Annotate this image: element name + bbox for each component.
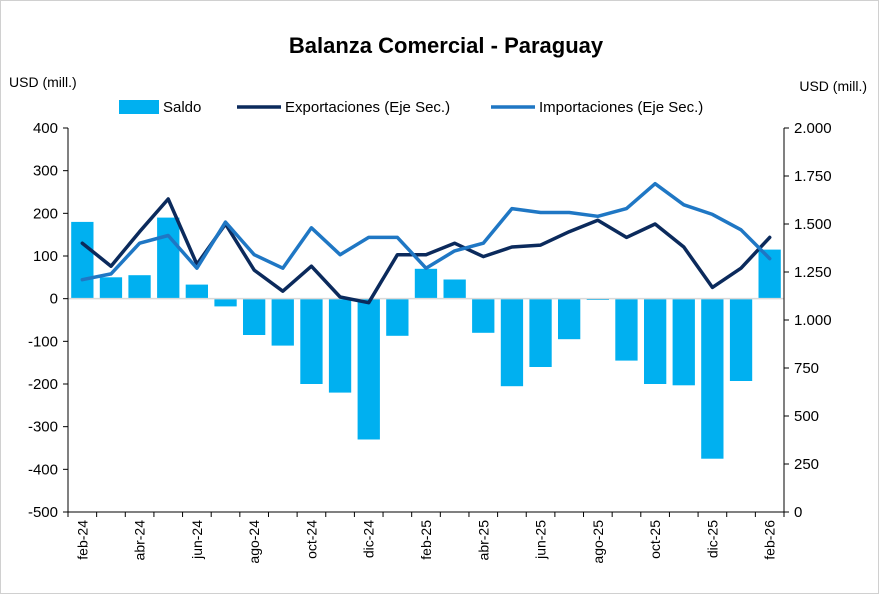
x-tick-label: oct-25: [647, 520, 663, 559]
x-tick-label: feb-26: [762, 520, 778, 560]
saldo-bar-jul-24: [214, 298, 237, 307]
legend-label: Saldo: [163, 99, 201, 116]
right-tick-label: 0: [794, 504, 802, 521]
x-tick-label: feb-25: [418, 520, 434, 560]
saldo-bar-jun-24: [185, 284, 208, 299]
saldo-bar-ene-25: [386, 298, 409, 336]
left-tick-label: -300: [28, 419, 58, 436]
saldo-bar-jul-25: [558, 298, 581, 340]
x-tick-label: oct-24: [303, 520, 319, 559]
saldo-bar-sep-24: [271, 298, 294, 346]
left-tick-label: -100: [28, 333, 58, 350]
saldo-bar-jun-25: [529, 298, 552, 367]
left-tick-label: 100: [33, 248, 58, 265]
right-tick-label: 250: [794, 456, 819, 473]
x-tick-label: ago-25: [590, 520, 606, 564]
right-axis-ticks: 2.000 1.750 1.500 1.250 1.000 750 500 250 0: [784, 120, 832, 521]
legend-label: Exportaciones (Eje Sec.): [285, 99, 450, 116]
right-tick-label: 1.250: [794, 264, 832, 281]
legend: Saldo Exportaciones (Eje Sec.) Importacion…: [119, 99, 703, 116]
x-tick-label: ago-24: [246, 520, 262, 564]
exportaciones-line: [80, 197, 772, 305]
saldo-bar-dic-25: [701, 298, 724, 459]
saldo-bar-dic-24: [357, 298, 380, 440]
saldo-bar-mar-25: [443, 279, 466, 299]
importaciones-line: [80, 181, 772, 282]
saldo-bar-abr-25: [472, 298, 495, 333]
right-tick-label: 1.750: [794, 168, 832, 185]
left-tick-label: 300: [33, 163, 58, 180]
saldo-bar-oct-25: [644, 298, 667, 384]
left-tick-label: 200: [33, 205, 58, 222]
saldo-bar-may-25: [500, 298, 524, 387]
saldo-bar-sep-25: [615, 298, 638, 361]
left-tick-label: -500: [28, 504, 58, 521]
x-tick-label: dic-25: [704, 520, 720, 558]
right-tick-label: 1.000: [794, 312, 832, 329]
saldo-bar-ene-26: [729, 298, 753, 381]
saldo-bar-feb-26: [758, 249, 781, 299]
right-tick-label: 1.500: [794, 216, 832, 233]
x-tick-label: jun-24: [189, 520, 205, 560]
saldo-bar-nov-24: [328, 298, 352, 393]
saldo-bar-feb-25: [414, 268, 438, 299]
x-tick-label: dic-24: [361, 520, 377, 558]
saldo-bar-mar-24: [99, 277, 123, 299]
left-tick-label: 400: [33, 120, 58, 137]
left-tick-label: -200: [28, 376, 58, 393]
left-tick-label: -400: [28, 461, 58, 478]
saldo-bar-nov-25: [672, 298, 695, 386]
chart-title: Balanza Comercial - Paraguay: [289, 33, 604, 58]
right-tick-label: 500: [794, 408, 819, 425]
left-axis-unit-label: USD (mill.): [9, 74, 77, 90]
left-axis-ticks: 400 300 200 100 0 -100 -200 -300 -400 -500: [28, 120, 68, 521]
saldo-bars: [71, 217, 781, 459]
x-axis-ticks: feb-24 abr-24 jun-24 ago-24 oct-24 dic-24 feb-…: [67, 512, 785, 564]
legend-saldo-swatch: [119, 100, 159, 114]
right-tick-label: 750: [794, 360, 819, 377]
x-tick-label: jun-25: [533, 520, 549, 560]
right-axis-unit-label: USD (mill.): [799, 78, 867, 94]
x-tick-label: feb-24: [74, 520, 90, 560]
saldo-bar-oct-24: [300, 298, 323, 384]
x-tick-label: abr-25: [475, 520, 491, 561]
left-tick-label: 0: [50, 291, 58, 308]
saldo-bar-ago-24: [243, 298, 266, 335]
series-lines: [80, 181, 772, 305]
saldo-bar-abr-24: [128, 275, 151, 299]
right-tick-label: 2.000: [794, 120, 832, 137]
legend-label: Importaciones (Eje Sec.): [539, 99, 703, 116]
saldo-bar-may-24: [157, 217, 180, 299]
saldo-bar-feb-24: [71, 221, 94, 299]
x-tick-label: abr-24: [132, 520, 148, 561]
